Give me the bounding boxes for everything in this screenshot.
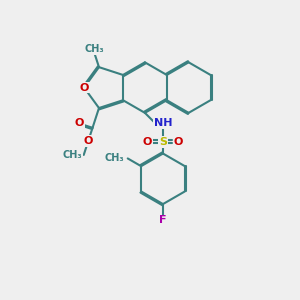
Text: CH₃: CH₃ (84, 44, 104, 54)
Text: O: O (74, 118, 84, 128)
Text: NH: NH (154, 118, 172, 128)
Text: F: F (159, 215, 167, 225)
Text: O: O (174, 136, 183, 147)
Text: O: O (80, 82, 89, 93)
Text: S: S (159, 136, 167, 147)
Text: CH₃: CH₃ (104, 153, 124, 164)
Text: O: O (83, 136, 93, 146)
Text: O: O (143, 136, 152, 147)
Text: CH₃: CH₃ (63, 150, 82, 160)
